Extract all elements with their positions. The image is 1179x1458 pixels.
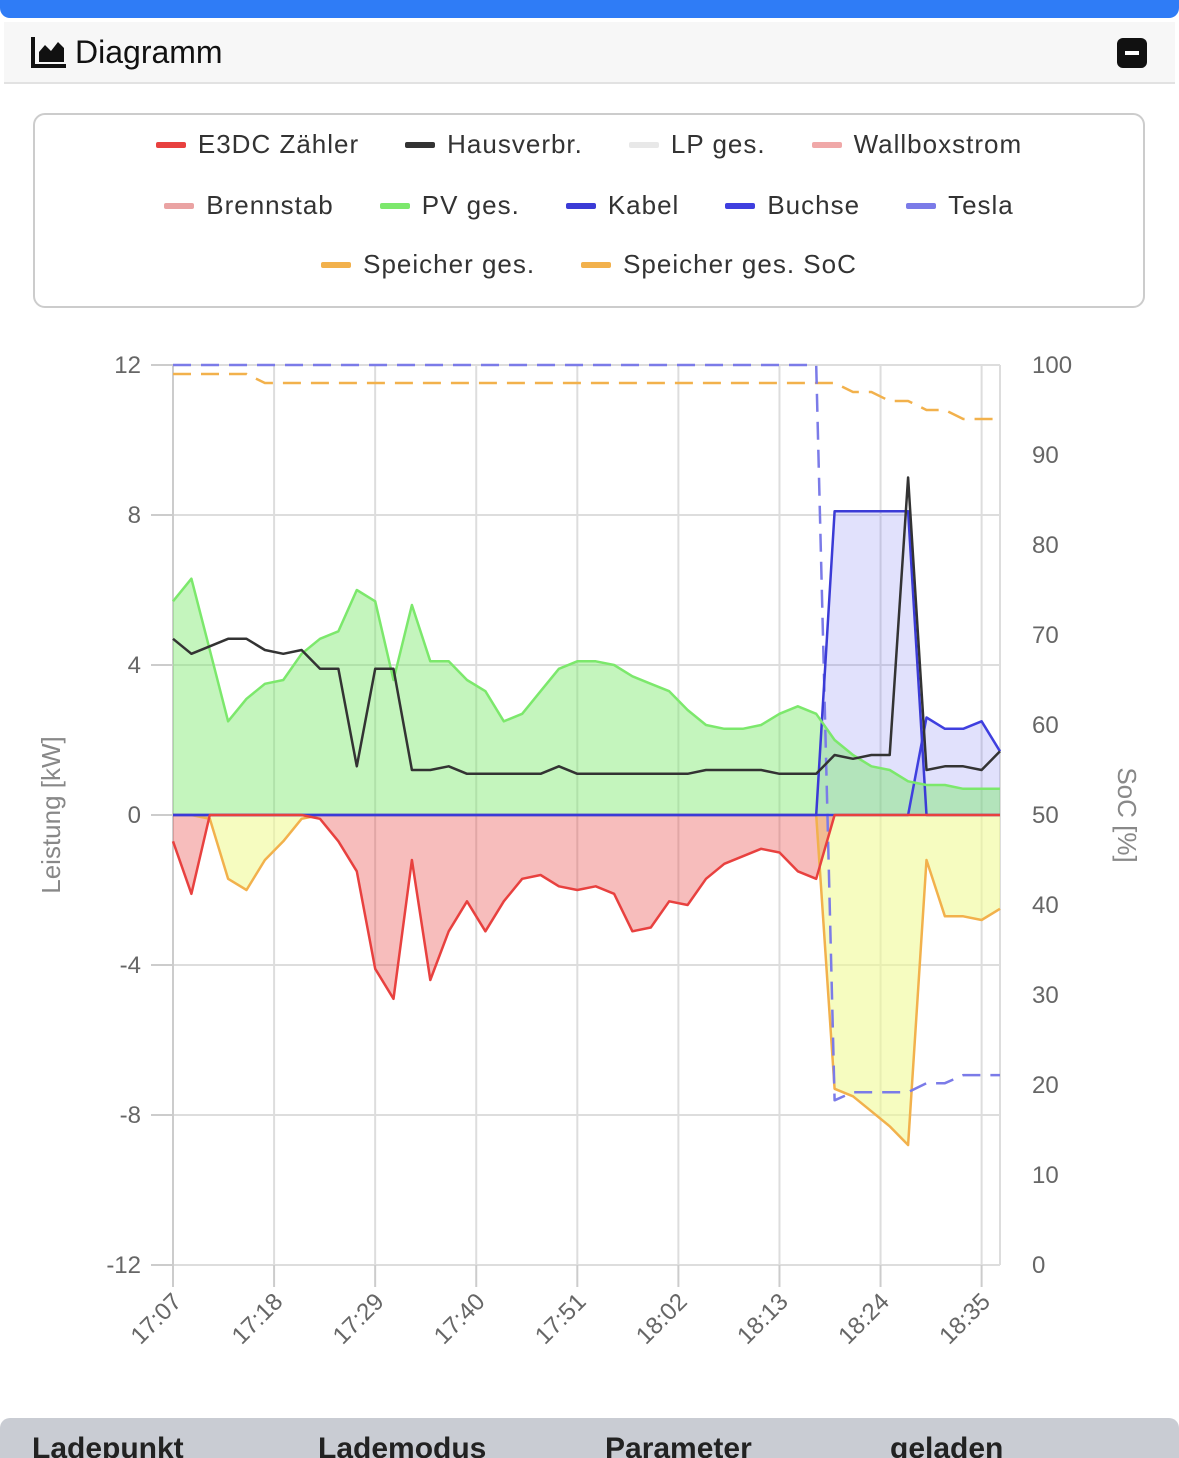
legend-row: Speicher ges. Speicher ges. SoC [35, 249, 1143, 280]
series-line [172, 577, 1000, 791]
area [173, 815, 1000, 999]
y2-tick-label: 100 [1032, 352, 1072, 379]
column-header: geladen [890, 1432, 1004, 1458]
legend-swatch [906, 202, 937, 209]
chart: Leistung [kW] SoC [%] -12 -8 -4 0 4 8 12 0 10 20 3… [36, 352, 1142, 1350]
legend-swatch [405, 141, 436, 148]
top-bar [0, 0, 1179, 18]
y-tick-label: 4 [128, 652, 141, 679]
y2-tick-label: 50 [1032, 802, 1059, 829]
x-tick-label: 17:07 [126, 1288, 188, 1350]
legend-swatch [811, 141, 842, 148]
y2-tick-label: 70 [1032, 622, 1059, 649]
legend-swatch [379, 202, 410, 209]
legend-swatch [581, 261, 612, 268]
y2-tick-label: 40 [1032, 892, 1059, 919]
y-tick-label: 8 [128, 502, 141, 529]
column-header: Parameter [605, 1432, 752, 1458]
x-tick-label: 17:29 [328, 1288, 390, 1350]
legend-label: Speicher ges. SoC [623, 249, 857, 279]
legend-label: LP ges. [670, 129, 766, 159]
legend-item[interactable]: Buchse [725, 190, 860, 221]
y-axis-title: Leistung [kW] [36, 736, 66, 894]
legend-label: Buchse [767, 190, 861, 220]
x-tick-label: 18:13 [732, 1288, 794, 1350]
legend-item[interactable]: Hausverbr. [405, 129, 583, 160]
column-header: Lademodus [318, 1432, 487, 1458]
legend-row: Brennstab PV ges. Kabel Buchse Tesla [35, 190, 1143, 221]
y2-tick-label: 0 [1032, 1252, 1045, 1279]
legend: E3DC Zähler Hausverbr. LP ges. Wallboxstrom… [33, 113, 1145, 308]
y2-tick-label: 80 [1032, 532, 1059, 559]
column-header: Ladepunkt [32, 1432, 184, 1458]
legend-swatch [164, 202, 195, 209]
legend-item[interactable]: LP ges. [628, 129, 766, 160]
areas [173, 511, 1000, 1145]
y-tick-label: -12 [106, 1252, 141, 1279]
legend-label: Tesla [948, 190, 1014, 220]
y-tick-label: 12 [114, 352, 141, 379]
legend-label: Wallboxstrom [853, 129, 1023, 159]
x-tick-label: 18:02 [631, 1288, 693, 1350]
area [173, 815, 1000, 1145]
legend-label: Brennstab [206, 190, 334, 220]
legend-swatch [628, 141, 659, 148]
y-tick-label: -8 [120, 1102, 141, 1129]
y2-tick-label: 20 [1032, 1072, 1059, 1099]
x-tick-label: 18:35 [934, 1288, 996, 1350]
legend-label: Hausverbr. [447, 129, 583, 159]
y-tick-label: -4 [120, 952, 141, 979]
legend-item[interactable]: Speicher ges. [321, 249, 535, 280]
area [173, 511, 1000, 815]
legend-label: PV ges. [421, 190, 520, 220]
collapse-button[interactable] [1117, 38, 1147, 68]
x-tick-label: 17:18 [227, 1288, 289, 1350]
legend-label: Speicher ges. [363, 249, 536, 279]
lines [171, 363, 1002, 1147]
legend-swatch [155, 141, 186, 148]
legend-item[interactable]: Tesla [906, 190, 1014, 221]
legend-item[interactable]: Speicher ges. SoC [581, 249, 857, 280]
area [173, 717, 1000, 815]
legend-item[interactable]: Wallboxstrom [811, 129, 1023, 160]
y-tick-label: 0 [128, 802, 141, 829]
series-line [173, 363, 1000, 1102]
series-line [173, 372, 1000, 421]
legend-row: E3DC Zähler Hausverbr. LP ges. Wallboxstrom [35, 129, 1143, 160]
y2-tick-label: 90 [1032, 442, 1059, 469]
legend-swatch [725, 202, 756, 209]
chart-icon [31, 37, 66, 68]
card-title: Diagramm [75, 34, 223, 70]
x-tick-label: 17:40 [429, 1288, 491, 1350]
y2-tick-label: 30 [1032, 982, 1059, 1009]
legend-swatch [565, 202, 596, 209]
legend-label: Kabel [607, 190, 680, 220]
legend-item[interactable]: Kabel [565, 190, 680, 221]
area [173, 578, 1000, 815]
series-line [172, 476, 1001, 776]
x-tick-label: 18:24 [833, 1288, 895, 1350]
legend-item[interactable]: PV ges. [379, 190, 520, 221]
y2-tick-label: 10 [1032, 1162, 1059, 1189]
legend-swatch [321, 261, 352, 268]
x-tick-label: 17:51 [530, 1288, 592, 1350]
card-header: Diagramm [4, 22, 1175, 84]
legend-label: E3DC Zähler [197, 129, 360, 159]
legend-item[interactable]: Brennstab [164, 190, 334, 221]
table-header: Ladepunkt Lademodus Parameter geladen [0, 1418, 1179, 1458]
legend-item[interactable]: E3DC Zähler [155, 129, 360, 160]
y2-axis-title: SoC [%] [1112, 767, 1142, 862]
series-line [173, 510, 1000, 817]
series-line [171, 813, 1000, 1001]
y2-tick-label: 60 [1032, 712, 1059, 739]
